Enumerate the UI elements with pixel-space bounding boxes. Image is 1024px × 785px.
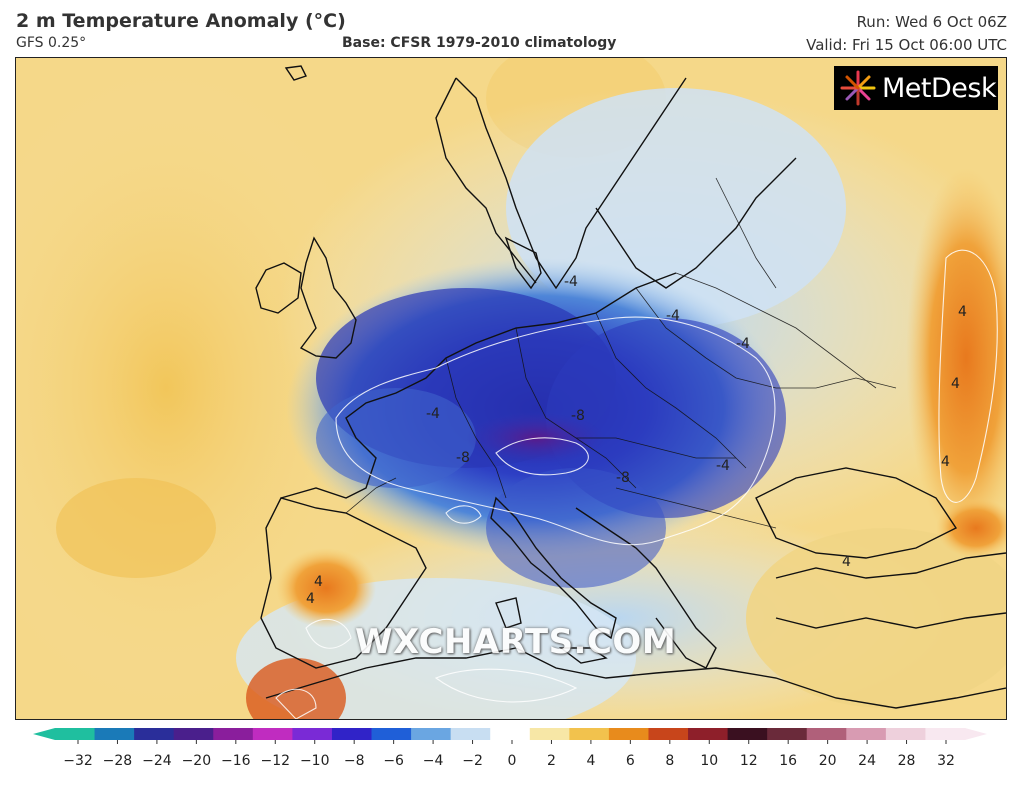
contour-label: 4 (842, 554, 851, 570)
colorbar-swatch (608, 728, 650, 740)
colorbar-tick-label: 28 (898, 753, 916, 769)
model-name: GFS 0.25° (16, 35, 87, 51)
colorbar-tick-label: 4 (586, 753, 595, 769)
colorbar-swatch (450, 728, 491, 740)
contour-label-group: -4 -4 -4 -4 -4 -8 -8 -8 4 4 4 4 4 4 (306, 274, 967, 607)
colorbar-tick-label: −12 (260, 753, 290, 769)
contour-label: -8 (616, 470, 630, 486)
colorbar-tick-label: −32 (63, 753, 93, 769)
contour-label: 4 (951, 376, 960, 392)
colorbar-tick-label: 16 (779, 753, 797, 769)
colorbar-swatch (213, 728, 254, 740)
contour-label: -8 (456, 450, 470, 466)
colorbar-tick-label: −20 (182, 753, 212, 769)
colorbar-swatch (94, 728, 135, 740)
colorbar-tick-label: −28 (103, 753, 133, 769)
colorbar-tick-label: 2 (547, 753, 556, 769)
contour-label: -4 (736, 336, 750, 352)
metdesk-logo-icon (840, 70, 876, 106)
colorbar-swatch (767, 728, 808, 740)
colorbar-tick-label: 24 (858, 753, 876, 769)
metdesk-logo: MetDesk (834, 66, 998, 110)
colorbar-tick-label: −16 (221, 753, 251, 769)
contours (275, 249, 998, 719)
colorbar-swatch (173, 728, 214, 740)
colorbar-swatch (411, 728, 452, 740)
colorbar-tick-label: 0 (508, 753, 517, 769)
colorbar-swatch (490, 728, 531, 740)
borders (345, 177, 897, 529)
colorbar-swatch (885, 728, 927, 740)
colorbar: −32 −28 −24 −20 −16 −12 −10 −8 −6 −4 −2 0 2 4 6 8 10 12 16… (33, 728, 987, 769)
colorbar-swatch (688, 728, 729, 740)
wxcharts-watermark: WXCHARTS.COM (355, 622, 677, 662)
colorbar-arrow-left (33, 728, 55, 740)
colorbar-arrow-right (965, 728, 987, 740)
valid-time: Valid: Fri 15 Oct 06:00 UTC (806, 36, 1007, 54)
colorbar-labels: −32 −28 −24 −20 −16 −12 −10 −8 −6 −4 −2 0 2 4 6 8 10 12 16… (63, 740, 955, 769)
contour-label: -8 (571, 408, 585, 424)
colorbar-tick-label: −6 (383, 753, 404, 769)
metdesk-logo-text: MetDesk (882, 72, 997, 104)
colorbar-tick-label: −2 (462, 753, 483, 769)
contour-label: -4 (666, 308, 680, 324)
contour-label: 4 (941, 454, 950, 470)
colorbar-tick-label: −4 (423, 753, 444, 769)
coastlines (255, 65, 1006, 709)
base-climatology: Base: CFSR 1979-2010 climatology (342, 35, 617, 51)
colorbar-tick-label: 8 (665, 753, 674, 769)
colorbar-tick-label: 20 (819, 753, 837, 769)
colorbar-swatch (331, 728, 373, 740)
colorbar-tick-label: 32 (937, 753, 955, 769)
contour-label: 4 (314, 574, 323, 590)
colorbar-swatch (727, 728, 768, 740)
anomaly-map[interactable]: -4 -4 -4 -4 -4 -8 -8 -8 4 4 4 4 4 4 (15, 57, 1007, 720)
colorbar-swatch (648, 728, 689, 740)
colorbar-swatch (134, 728, 175, 740)
colorbar-tick-label: 12 (740, 753, 758, 769)
colorbar-swatch (925, 728, 966, 740)
run-time: Run: Wed 6 Oct 06Z (856, 13, 1007, 31)
colorbar-swatch (371, 728, 412, 740)
colorbar-swatch (529, 728, 570, 740)
colorbar-tick-label: −10 (300, 753, 330, 769)
contour-label: -4 (426, 406, 440, 422)
contour-label: 4 (306, 591, 315, 607)
colorbar-swatch (252, 728, 293, 740)
colorbar-swatch (292, 728, 333, 740)
colorbar-swatch (846, 728, 887, 740)
contour-label: 4 (958, 304, 967, 320)
colorbar-swatch (569, 728, 610, 740)
colorbar-tick-label: 10 (700, 753, 718, 769)
colorbar-tick-label: 6 (626, 753, 635, 769)
colorbar-tick-label: −24 (142, 753, 172, 769)
map-title: 2 m Temperature Anomaly (°C) (16, 10, 346, 32)
colorbar-tick-label: −8 (344, 753, 365, 769)
contour-label: -4 (716, 458, 730, 474)
map-canvas: -4 -4 -4 -4 -4 -8 -8 -8 4 4 4 4 4 4 (16, 58, 1006, 719)
contour-label: -4 (564, 274, 578, 290)
colorbar-swatches (33, 728, 987, 740)
colorbar-swatch (806, 728, 847, 740)
colorbar-swatch (55, 728, 96, 740)
